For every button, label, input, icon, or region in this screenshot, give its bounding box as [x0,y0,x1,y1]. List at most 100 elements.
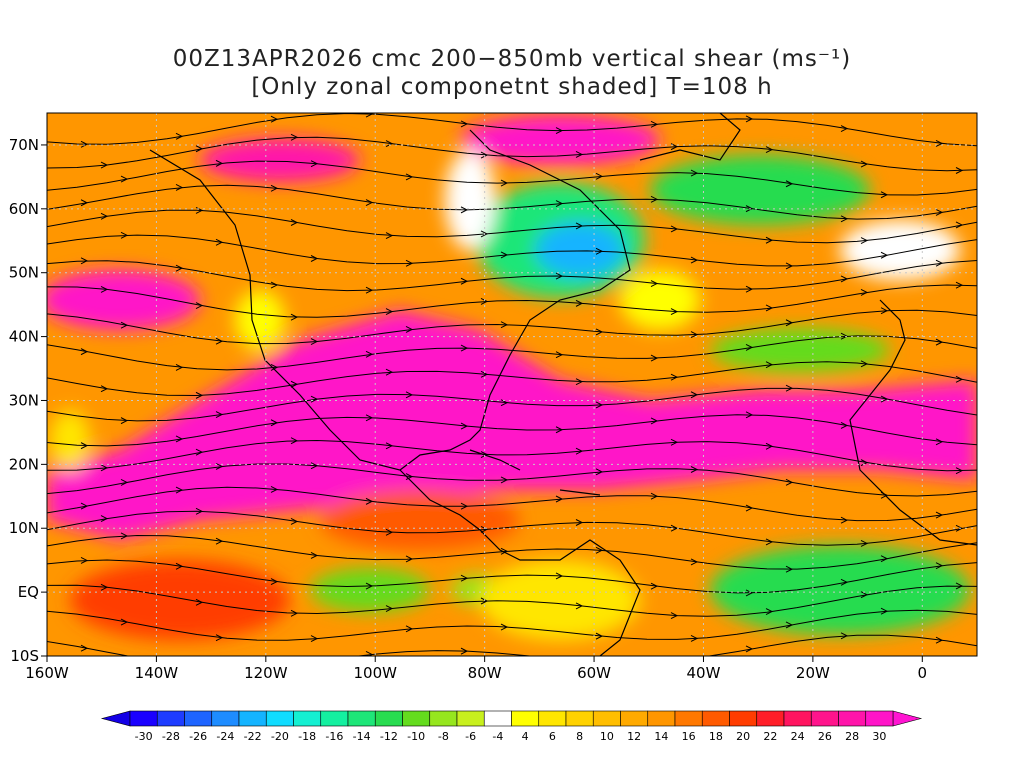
streamline-arrow [405,259,414,267]
streamline [47,439,977,472]
gridlines [47,113,977,656]
streamline-arrow [595,328,604,336]
streamline-arrow [765,361,774,369]
colorbar-swatch [783,710,812,727]
lon-tick-label: 80W [468,664,502,682]
streamline [47,559,977,594]
streamline-arrow [785,478,794,486]
streamline-arrow [575,378,584,386]
streamline-arrow [575,222,584,230]
streamline [47,534,977,570]
streamline-arrow [310,395,319,403]
lat-tick-label: 20N [9,455,39,473]
streamline-arrow [860,539,869,547]
streamline-arrow [175,363,184,371]
streamline-arrow [460,574,469,582]
colorbar-swatch [647,710,676,727]
streamline-arrow [745,285,754,293]
streamline-arrow [785,621,794,629]
streamline-arrow [310,462,319,470]
streamline-arrow [405,173,414,181]
streamline-arrow [955,281,964,289]
streamline-arrow [270,115,279,123]
streamline-arrow [310,255,319,262]
colorbar-swatch [592,710,621,727]
streamline-arrow [270,363,279,371]
streamline-arrow [575,299,584,307]
streamline-arrow [215,634,224,642]
streamline-arrow [385,232,394,240]
streamline-arrow [765,442,774,450]
colorbar-label: -12 [380,730,398,743]
streamline-arrow [860,360,869,368]
streamline-arrow [365,582,374,590]
streamline-arrow [460,277,469,285]
colorbar-label: 8 [576,730,583,743]
colorbar-label: 4 [522,730,529,743]
streamline-arrow [215,463,224,470]
streamline [47,414,977,447]
streamline-arrow [215,337,224,345]
streamline-arrow [310,552,319,559]
streamline-arrow [365,651,374,656]
colorbar-label: 22 [763,730,777,743]
streamline-arrow [405,555,414,563]
colorbar-swatch [674,710,703,727]
streamline-arrow [500,547,509,555]
colorbar-label: -16 [325,730,343,743]
streamline-arrow [765,146,774,154]
streamline-arrow [405,473,414,481]
streamline [47,463,977,497]
streamline-arrow [765,304,774,312]
colorbar: -30 -28 -26 -24 -22 -20 -18 -16 -14 -12 -10 -8 -6 -4 4… [100,710,923,743]
streamline-arrow [310,635,319,643]
streamline-arrow [955,167,964,174]
streamline-arrow [100,385,109,393]
streamline-arrow [745,645,754,653]
streamline [47,361,977,397]
streamline [47,160,977,196]
streamline-arrow [195,448,204,456]
streamline [47,234,977,267]
streamline-arrow [575,447,584,455]
streamline-arrow [365,113,374,118]
streamline-arrow [385,308,394,316]
streamline-arrow [880,191,889,199]
streamline-arrow [120,321,129,329]
streamline-arrow [175,184,184,191]
streamline-arrow [595,632,604,640]
colorbar-label: -28 [162,730,180,743]
streamline-arrow [860,160,869,168]
streamline-arrow [100,285,109,293]
streamline-arrow [935,438,944,446]
streamline-arrow [690,256,699,264]
streamline-arrow [195,302,204,309]
colorbar-label: -30 [135,730,153,743]
streamline-arrow [385,140,394,148]
streamline-arrow [690,635,699,642]
streamline-arrow [500,476,509,484]
streamline-arrow [80,257,89,265]
streamline-arrow [215,411,224,418]
lat-tick-label: 40N [9,328,39,346]
streamline-arrow [480,230,489,238]
streamline-arrow [840,421,849,429]
streamline-arrow [745,411,754,419]
streamline-arrow [365,497,374,505]
colorbar-swatch [538,710,567,727]
streamline-arrow [290,133,299,141]
streamline-arrow [385,368,394,376]
streamline-arrow [460,206,469,214]
coastlines [149,113,977,656]
colorbar-swatch [211,710,240,727]
colorbar-label: -22 [244,730,262,743]
streamline-arrow [270,486,279,493]
streamline-arrow [480,370,489,378]
streamline-arrow [460,422,469,430]
lon-tick-label: 40W [687,664,721,682]
streamline-arrow [120,175,129,183]
lon-tick-label: 160W [25,664,69,682]
streamline-arrow [555,351,564,359]
streamline-arrow [120,479,129,486]
streamline-arrow [460,344,469,352]
